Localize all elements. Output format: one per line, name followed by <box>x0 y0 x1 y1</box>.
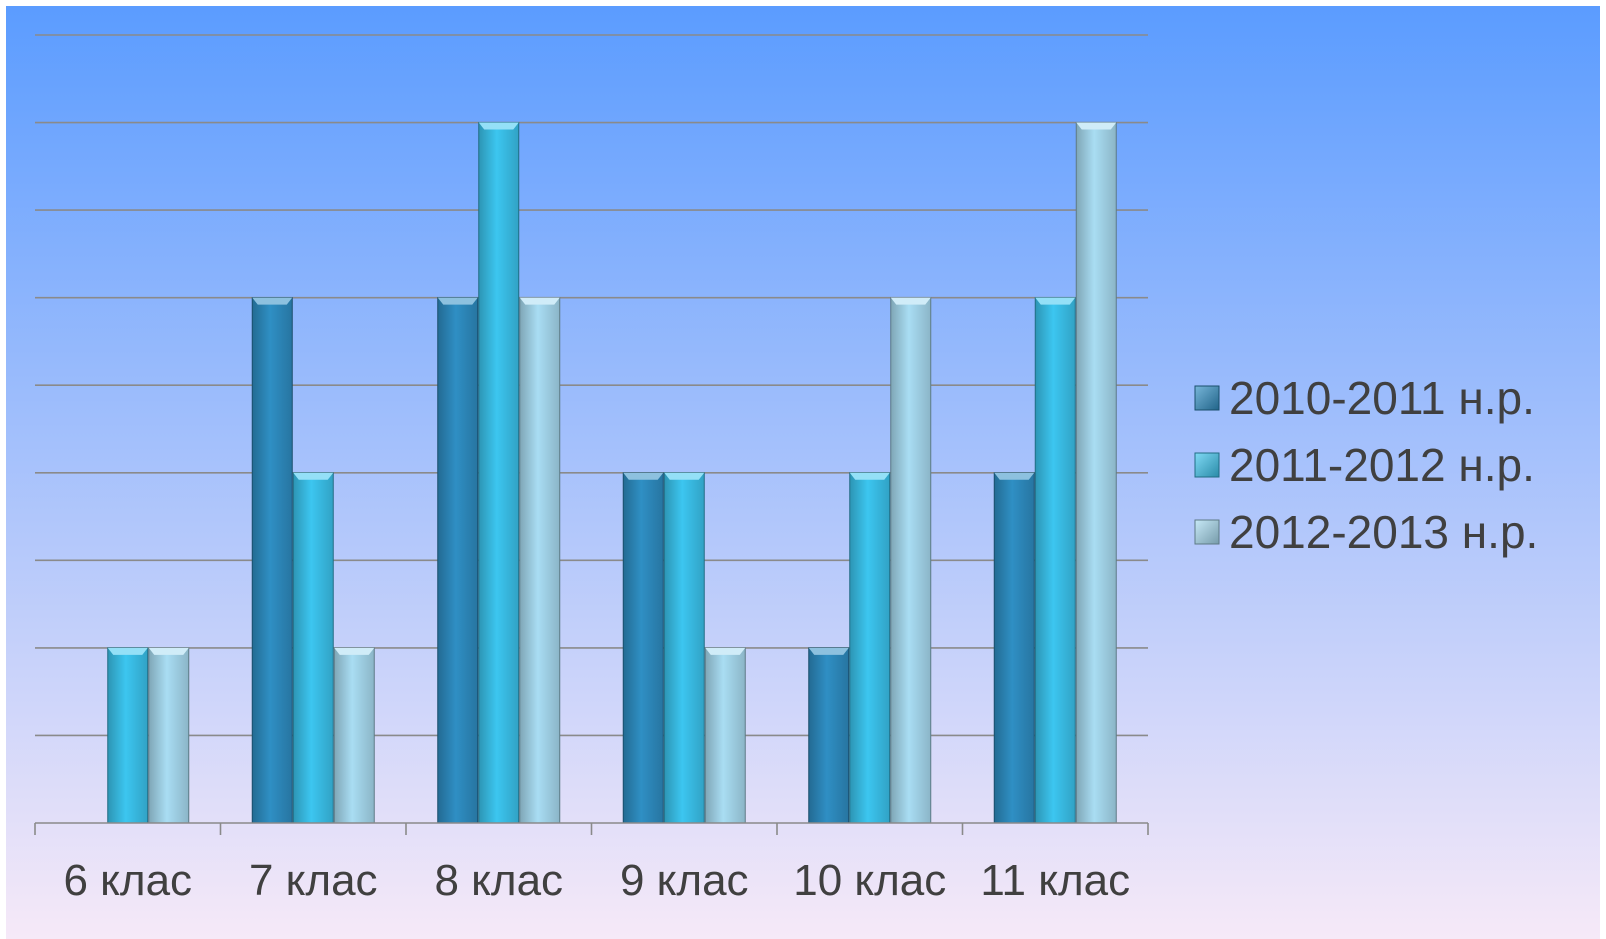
bar-2012-2013 н.р.-7 клас <box>333 647 375 824</box>
x-tick-label: 8 клас <box>434 856 563 905</box>
legend-label: 2010-2011 н.р. <box>1229 372 1535 424</box>
bar-2010-2011 н.р.-8 клас <box>437 297 479 824</box>
bar-2011-2012 н.р.-11 клас <box>1034 297 1076 824</box>
bar-2012-2013 н.р.-6 клас <box>148 647 190 824</box>
bar-cap <box>107 647 148 655</box>
bar-cap <box>478 122 519 130</box>
bar-cap <box>437 297 478 305</box>
bar-2010-2011 н.р.-10 клас <box>808 647 850 824</box>
x-tick-label: 9 клас <box>620 856 749 905</box>
bar-2011-2012 н.р.-8 клас <box>478 122 520 824</box>
bar-cap <box>1035 297 1076 305</box>
bar-2012-2013 н.р.-11 клас <box>1075 122 1117 824</box>
x-axis: 6 клас 7 клас 8 клас 9 клас 10 клас 11 клас <box>34 822 1149 905</box>
bar-2011-2012 н.р.-10 клас <box>849 472 891 824</box>
bar-cap <box>994 472 1035 480</box>
bar-cap <box>623 472 664 480</box>
x-tick-label: 6 клас <box>63 856 192 905</box>
bar-2011-2012 н.р.-9 клас <box>663 472 705 824</box>
legend-label: 2011-2012 н.р. <box>1229 439 1535 491</box>
bar-cap <box>252 297 293 305</box>
bar-cap <box>519 297 560 305</box>
legend: 2010-2011 н.р. 2011-2012 н.р. 2012-2013 н.… <box>1194 372 1538 558</box>
bar-cap <box>148 647 189 655</box>
legend-swatch <box>1194 385 1220 411</box>
legend-label: 2012-2013 н.р. <box>1229 506 1538 558</box>
bar-2010-2011 н.р.-9 клас <box>622 472 664 824</box>
x-tick-label: 11 клас <box>980 856 1130 905</box>
bar-2012-2013 н.р.-9 клас <box>704 647 746 824</box>
bar-cap <box>808 647 849 655</box>
bar-cap <box>293 472 334 480</box>
gridlines <box>35 34 1148 737</box>
bar-cap <box>849 472 890 480</box>
bar-2010-2011 н.р.-7 клас <box>251 297 293 824</box>
bar-2010-2011 н.р.-11 клас <box>993 472 1035 824</box>
bar-2011-2012 н.р.-7 клас <box>292 472 334 824</box>
legend-swatch <box>1194 452 1220 478</box>
legend-swatch <box>1194 519 1220 545</box>
bar-cap <box>705 647 746 655</box>
bar-2011-2012 н.р.-6 клас <box>107 647 149 824</box>
bar-cap <box>1076 122 1117 130</box>
bar-cap <box>334 647 375 655</box>
bar-cap <box>664 472 705 480</box>
x-tick-label: 7 клас <box>249 856 378 905</box>
bar-2012-2013 н.р.-8 клас <box>519 297 561 824</box>
bar-cap <box>890 297 931 305</box>
bar-2012-2013 н.р.-10 клас <box>890 297 932 824</box>
bars <box>107 122 1117 824</box>
x-tick-label: 10 клас <box>793 856 946 905</box>
